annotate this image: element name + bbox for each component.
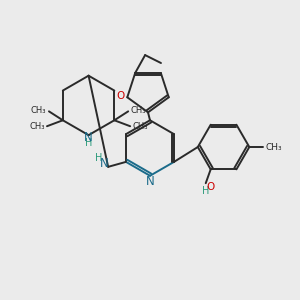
Text: N: N: [84, 130, 93, 144]
Text: CH₃: CH₃: [130, 106, 146, 115]
Text: O: O: [116, 91, 124, 101]
Text: CH₃: CH₃: [265, 142, 282, 152]
Text: H: H: [94, 153, 102, 163]
Text: H: H: [85, 138, 92, 148]
Text: N: N: [100, 158, 109, 170]
Text: O: O: [207, 182, 215, 192]
Text: H: H: [202, 186, 209, 196]
Text: CH₃: CH₃: [31, 106, 46, 115]
Text: CH₃: CH₃: [29, 122, 45, 131]
Text: CH₃: CH₃: [132, 122, 148, 131]
Text: N: N: [146, 175, 154, 188]
